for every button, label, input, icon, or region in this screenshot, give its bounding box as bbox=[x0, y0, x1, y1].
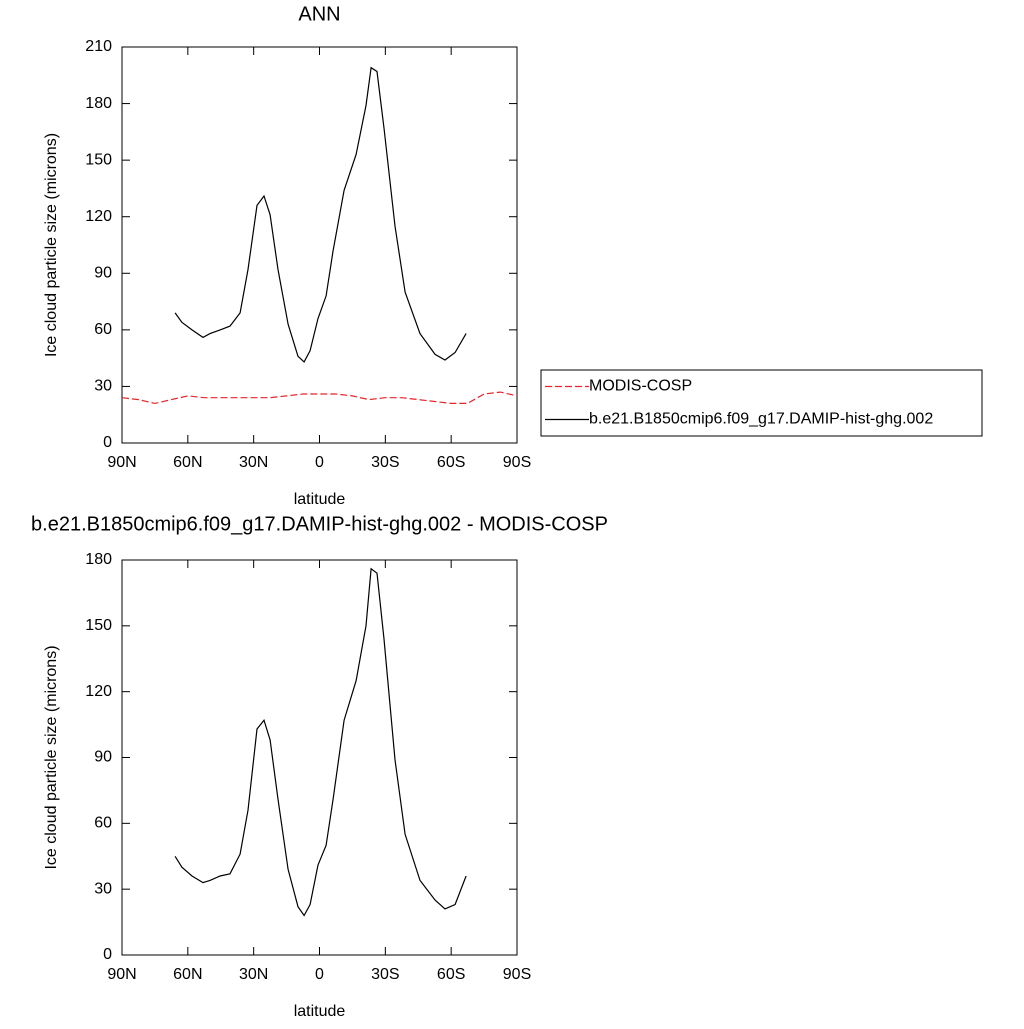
x-tick-label: 30S bbox=[371, 454, 399, 471]
y-tick-label: 180 bbox=[85, 551, 112, 568]
y-tick-label: 120 bbox=[85, 683, 112, 700]
x-tick-label: 90N bbox=[107, 966, 136, 983]
x-tick-label: 90S bbox=[503, 454, 531, 471]
data-line bbox=[121, 391, 518, 405]
y-tick-label: 90 bbox=[94, 749, 112, 766]
x-tick-label: 30S bbox=[371, 966, 399, 983]
x-tick-label: 90S bbox=[503, 966, 531, 983]
x-tick-label: 0 bbox=[315, 454, 324, 471]
y-tick-label: 90 bbox=[94, 265, 112, 282]
y-tick-label: 0 bbox=[103, 434, 112, 451]
x-tick-label: 60N bbox=[173, 966, 202, 983]
legend-box bbox=[540, 369, 983, 437]
y-tick-label: 30 bbox=[94, 880, 112, 897]
y-tick-label: 210 bbox=[85, 38, 112, 55]
x-tick-label: 0 bbox=[315, 966, 324, 983]
y-tick-label: 0 bbox=[103, 946, 112, 963]
x-tick-label: 60N bbox=[173, 454, 202, 471]
y-tick-label: 150 bbox=[85, 617, 112, 634]
x-tick-label: 60S bbox=[437, 454, 465, 471]
y-tick-label: 30 bbox=[94, 378, 112, 395]
plot-frame bbox=[121, 559, 518, 956]
y-tick-label: 60 bbox=[94, 815, 112, 832]
plot-frame bbox=[121, 46, 518, 444]
x-tick-label: 90N bbox=[107, 454, 136, 471]
x-axis-label: latitude bbox=[294, 1003, 346, 1020]
y-tick-label: 150 bbox=[85, 151, 112, 168]
legend-label: b.e21.B1850cmip6.f09_g17.DAMIP-hist-ghg.… bbox=[589, 411, 933, 428]
chart-title: b.e21.B1850cmip6.f09_g17.DAMIP-hist-ghg.… bbox=[31, 513, 608, 535]
x-tick-label: 60S bbox=[437, 966, 465, 983]
y-axis-label: Ice cloud particle size (microns) bbox=[43, 645, 60, 869]
y-tick-label: 180 bbox=[85, 95, 112, 112]
x-tick-label: 30N bbox=[239, 966, 268, 983]
y-axis-label: Ice cloud particle size (microns) bbox=[43, 133, 60, 357]
chart-title: ANN bbox=[298, 3, 340, 25]
y-tick-label: 120 bbox=[85, 208, 112, 225]
x-tick-label: 30N bbox=[239, 454, 268, 471]
data-line bbox=[174, 66, 467, 363]
y-tick-label: 60 bbox=[94, 321, 112, 338]
legend-label: MODIS-COSP bbox=[589, 378, 692, 395]
x-axis-label: latitude bbox=[294, 491, 346, 508]
data-line bbox=[174, 567, 467, 917]
